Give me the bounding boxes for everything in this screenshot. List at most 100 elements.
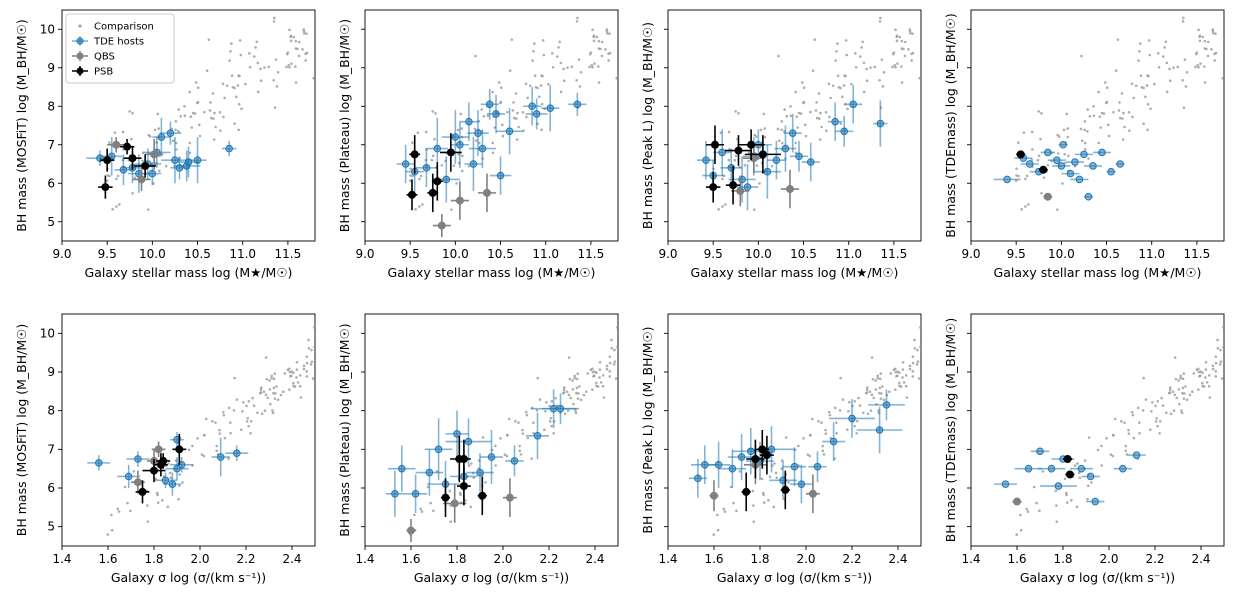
- tde-point: [556, 404, 565, 413]
- comparison-point: [298, 374, 302, 377]
- panel-frame: [667, 313, 922, 547]
- comparison-point: [286, 368, 290, 372]
- tde-point: [840, 127, 848, 136]
- comparison-point: [901, 360, 905, 364]
- comparison-point: [266, 396, 270, 400]
- comparison-point: [470, 462, 473, 465]
- comparison-point: [1214, 355, 1218, 358]
- comparison-point: [1097, 141, 1101, 145]
- comparison-point: [1222, 326, 1224, 329]
- comparison-point: [1041, 470, 1045, 473]
- legend-label-psb: PSB: [94, 67, 113, 78]
- comparison-point: [518, 449, 522, 453]
- comparison-point: [196, 101, 199, 105]
- comparison-point: [519, 453, 523, 456]
- comparison-point: [203, 110, 206, 114]
- x-axis-label: Galaxy σ log (σ/(km s⁻¹)): [414, 570, 569, 585]
- comparison-point: [512, 101, 515, 104]
- comparison-point: [312, 76, 315, 80]
- comparison-point: [222, 115, 225, 119]
- comparison-point: [132, 470, 136, 473]
- comparison-point: [1205, 47, 1208, 51]
- comparison-point: [916, 348, 919, 352]
- comparison-point: [1065, 112, 1069, 116]
- comparison-point: [260, 412, 264, 416]
- comparison-point: [459, 112, 463, 116]
- comparison-point: [293, 385, 297, 388]
- comparison-point: [734, 110, 737, 113]
- comparison-point: [797, 444, 800, 448]
- comparison-point: [915, 6, 918, 9]
- y-axis-label: BH mass (TDEmass) log (M_BH/M☉): [943, 13, 958, 238]
- comparison-point: [274, 58, 278, 61]
- x-tick-label: 1.6: [98, 552, 117, 566]
- comparison-point: [604, 48, 607, 51]
- comparison-point: [1180, 409, 1183, 412]
- psb-point: [103, 156, 112, 165]
- comparison-point: [515, 138, 519, 141]
- comparison-point: [246, 416, 250, 420]
- comparison-point: [1105, 101, 1108, 105]
- comparison-point: [917, 377, 921, 380]
- panel-bottom-4: 1.4 1.6 1.8 2.0 2.2 2.4 Galaxy σ log (σ/(km s⁻…: [943, 313, 1225, 585]
- y-axis-label: BH mass (Plateau) log (M_BH/M☉): [337, 19, 352, 232]
- comparison-point: [575, 391, 578, 395]
- comparison-point: [1063, 161, 1067, 165]
- tde-point: [1003, 175, 1011, 184]
- comparison-point: [831, 84, 835, 88]
- x-tick-label: 9.0: [961, 247, 980, 261]
- comparison-point: [540, 102, 544, 106]
- comparison-point: [292, 35, 296, 39]
- comparison-point: [245, 404, 248, 408]
- tde-point: [528, 102, 536, 111]
- comparison-point: [847, 409, 850, 413]
- comparison-point: [448, 504, 452, 507]
- comparison-point: [829, 96, 832, 100]
- comparison-point: [1203, 81, 1207, 84]
- comparison-point: [773, 462, 776, 465]
- comparison-point: [911, 375, 915, 378]
- comparison-point: [305, 355, 309, 358]
- comparison-point: [1106, 123, 1110, 127]
- comparison-point: [416, 131, 420, 134]
- comparison-point: [276, 398, 280, 402]
- comparison-point: [600, 40, 604, 44]
- psb-point: [410, 150, 419, 159]
- comparison-point: [824, 432, 828, 435]
- comparison-point: [1146, 74, 1149, 77]
- comparison-point: [1197, 28, 1200, 32]
- comparison-point: [1127, 432, 1131, 435]
- comparison-point: [178, 473, 181, 476]
- comparison-point: [1090, 481, 1093, 484]
- psb-point: [758, 445, 767, 454]
- comparison-point: [203, 433, 206, 437]
- comparison-point: [864, 391, 868, 395]
- x-axis-label: Galaxy stellar mass log (M★/M☉): [691, 265, 899, 280]
- comparison-point: [891, 65, 894, 69]
- comparison-point: [578, 385, 581, 388]
- panel-bottom-1: 1.4 1.6 1.8 2.0 2.2 2.4 5 6 7 8 9 10 Galaxy σ log (σ…: [14, 313, 316, 585]
- comparison-point: [777, 54, 780, 58]
- comparison-point: [157, 127, 161, 130]
- comparison-point: [562, 388, 566, 392]
- comparison-point: [1183, 392, 1186, 395]
- tde-point: [469, 160, 478, 168]
- comparison-point: [827, 82, 831, 86]
- tde-point: [411, 490, 420, 498]
- comparison-point: [302, 364, 306, 368]
- comparison-point: [1123, 125, 1126, 129]
- comparison-point: [848, 400, 851, 404]
- comparison-point: [911, 355, 915, 358]
- comparison-point: [547, 82, 550, 86]
- comparison-point: [751, 504, 755, 507]
- comparison-point: [1204, 360, 1208, 364]
- comparison-point: [1092, 114, 1096, 118]
- panel-frame: [61, 9, 316, 242]
- comparison-point: [235, 95, 238, 99]
- comparison-point: [1040, 112, 1043, 115]
- comparison-point: [571, 379, 574, 382]
- comparison-point: [902, 47, 905, 51]
- comparison-point: [238, 39, 242, 42]
- comparison-point: [607, 59, 610, 62]
- comparison-point: [110, 528, 114, 532]
